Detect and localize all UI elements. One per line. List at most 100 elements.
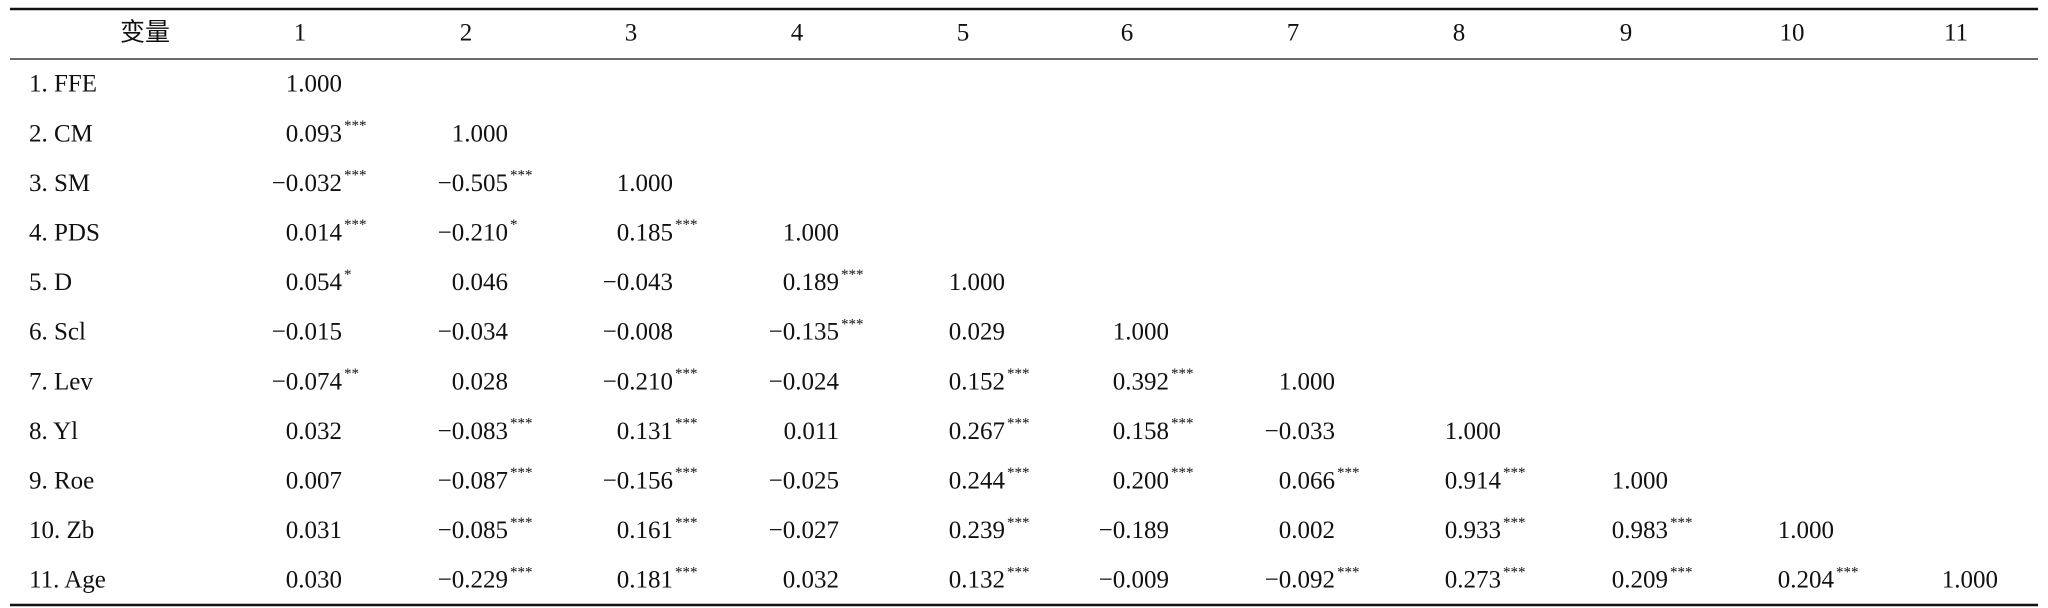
row-label: 1. FFE xyxy=(29,71,97,98)
significance-stars: *** xyxy=(1503,515,1526,531)
cell-value: 1.000 xyxy=(1113,319,1169,346)
significance-stars: *** xyxy=(1007,564,1030,580)
cell-value: 0.152 xyxy=(949,368,1005,395)
cell-value: 0.267 xyxy=(949,418,1005,445)
significance-stars: *** xyxy=(675,564,698,580)
significance-stars: *** xyxy=(675,416,698,432)
cell-value: −0.087 xyxy=(438,468,508,495)
cell-value: −0.008 xyxy=(603,319,673,346)
cell-value: 0.028 xyxy=(452,368,508,395)
header-cell: 7 xyxy=(1287,20,1300,47)
cell-value: −0.156 xyxy=(603,468,673,495)
significance-stars: *** xyxy=(675,465,698,481)
significance-stars: *** xyxy=(1503,564,1526,580)
significance-stars: *** xyxy=(1007,465,1030,481)
cell-value: 0.032 xyxy=(783,567,839,594)
row-label: 10. Zb xyxy=(29,517,94,544)
cell-value: 0.914 xyxy=(1445,468,1502,495)
significance-stars: *** xyxy=(841,316,864,332)
cell-value: 0.158 xyxy=(1113,418,1169,445)
row-label: 2. CM xyxy=(29,120,93,147)
cell-value: 0.189 xyxy=(783,269,839,296)
cell-value: 0.200 xyxy=(1113,468,1169,495)
cell-value: 1.000 xyxy=(286,71,342,98)
cell-value: 0.066 xyxy=(1279,468,1335,495)
header-cell: 10 xyxy=(1780,20,1805,47)
cell-value: −0.083 xyxy=(438,418,508,445)
significance-stars: *** xyxy=(344,217,367,233)
row-label: 6. Scl xyxy=(29,319,86,346)
significance-stars: *** xyxy=(675,366,698,382)
significance-stars: *** xyxy=(675,217,698,233)
cell-value: 0.054 xyxy=(286,269,343,296)
header-cell: 8 xyxy=(1453,20,1466,47)
significance-stars: *** xyxy=(1171,465,1194,481)
header-cell: 4 xyxy=(791,20,804,47)
significance-stars: *** xyxy=(1171,366,1194,382)
header-cell: 变量 xyxy=(120,19,170,47)
cell-value: 1.000 xyxy=(1942,567,1998,594)
cell-value: 0.204 xyxy=(1778,567,1835,594)
cell-value: 1.000 xyxy=(949,269,1005,296)
cell-value: −0.229 xyxy=(438,567,508,594)
header-cell: 1 xyxy=(294,20,307,47)
significance-stars: *** xyxy=(841,267,864,283)
cell-value: 0.209 xyxy=(1612,567,1668,594)
cell-value: −0.015 xyxy=(272,319,342,346)
cell-value: 0.185 xyxy=(617,220,673,247)
significance-stars: *** xyxy=(1007,515,1030,531)
significance-stars: *** xyxy=(510,515,533,531)
cell-value: −0.027 xyxy=(769,517,839,544)
significance-stars: *** xyxy=(344,118,367,134)
significance-stars: *** xyxy=(1171,416,1194,432)
cell-value: 0.031 xyxy=(286,517,342,544)
significance-stars: *** xyxy=(1503,465,1526,481)
cell-value: −0.034 xyxy=(438,319,509,346)
cell-value: −0.189 xyxy=(1099,517,1169,544)
significance-stars: *** xyxy=(1670,564,1693,580)
cell-value: 1.000 xyxy=(1778,517,1834,544)
header-cell: 2 xyxy=(460,20,473,47)
cell-value: 1.000 xyxy=(1612,468,1668,495)
significance-stars: *** xyxy=(510,465,533,481)
significance-stars: *** xyxy=(344,168,367,184)
cell-value: −0.505 xyxy=(438,170,508,197)
cell-value: 1.000 xyxy=(452,120,508,147)
cell-value: 1.000 xyxy=(783,220,839,247)
significance-stars: ** xyxy=(344,366,359,382)
cell-value: −0.135 xyxy=(769,319,839,346)
row-label: 3. SM xyxy=(29,170,90,197)
cell-value: −0.032 xyxy=(272,170,342,197)
cell-value: 1.000 xyxy=(617,170,673,197)
cell-value: 0.046 xyxy=(452,269,508,296)
cell-value: 0.029 xyxy=(949,319,1005,346)
row-label: 4. PDS xyxy=(29,220,100,247)
cell-value: −0.074 xyxy=(272,368,343,395)
cell-value: −0.210 xyxy=(603,368,673,395)
cell-value: 0.933 xyxy=(1445,517,1501,544)
cell-value: −0.033 xyxy=(1265,418,1335,445)
cell-value: 0.011 xyxy=(784,418,839,445)
cell-value: 0.239 xyxy=(949,517,1005,544)
cell-value: 0.002 xyxy=(1279,517,1335,544)
row-label: 5. D xyxy=(29,269,72,296)
cell-value: −0.085 xyxy=(438,517,508,544)
cell-value: −0.024 xyxy=(769,368,840,395)
cell-value: −0.025 xyxy=(769,468,839,495)
significance-stars: *** xyxy=(1337,564,1360,580)
significance-stars: *** xyxy=(675,515,698,531)
cell-value: −0.210 xyxy=(438,220,508,247)
header-cell: 11 xyxy=(1944,20,1968,47)
significance-stars: *** xyxy=(1007,366,1030,382)
significance-stars: *** xyxy=(1337,465,1360,481)
cell-value: 0.983 xyxy=(1612,517,1668,544)
significance-stars: *** xyxy=(1670,515,1693,531)
header-cell: 6 xyxy=(1121,20,1134,47)
significance-stars: * xyxy=(344,267,352,283)
row-label: 8. Yl xyxy=(29,418,78,445)
significance-stars: *** xyxy=(510,564,533,580)
cell-value: 0.131 xyxy=(617,418,673,445)
header-cell: 9 xyxy=(1620,20,1633,47)
cell-value: 0.392 xyxy=(1113,368,1169,395)
